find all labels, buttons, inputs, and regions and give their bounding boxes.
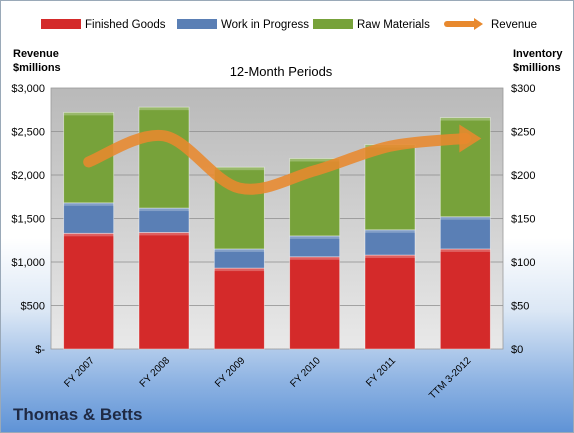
right-axis-tick-label: $250 bbox=[511, 127, 535, 139]
legend-swatch-arrow bbox=[474, 18, 483, 30]
chart-title: 12-Month Periods bbox=[230, 64, 333, 79]
bar-segment-highlight bbox=[440, 248, 491, 252]
left-axis-label-line1: Revenue bbox=[13, 48, 59, 60]
x-axis-tick-label: TTM 3-2012 bbox=[427, 355, 474, 402]
bar-segment bbox=[364, 144, 416, 231]
bar-segment bbox=[63, 202, 115, 234]
legend-swatch bbox=[177, 19, 217, 29]
x-axis-tick-label: FY 2011 bbox=[364, 355, 398, 389]
right-axis-tick-label: $100 bbox=[511, 257, 535, 269]
left-axis-tick-label: $- bbox=[35, 344, 45, 356]
legend: Finished Goods Work in Progress Raw Materi… bbox=[41, 18, 537, 31]
legend-swatch bbox=[41, 19, 81, 29]
bar-segment bbox=[289, 235, 341, 258]
company-name: Thomas & Betts bbox=[13, 405, 143, 424]
bar-segment bbox=[289, 256, 341, 350]
legend-label: Work in Progress bbox=[221, 19, 309, 31]
x-axis-tick-label: FY 2007 bbox=[62, 355, 97, 390]
bar-segment bbox=[213, 267, 265, 350]
left-axis-tick-label: $500 bbox=[21, 301, 45, 313]
x-axis-ticks: FY 2007 FY 2008 FY 2009 FY 2010 FY 2011 TTM 3… bbox=[62, 355, 473, 402]
right-axis-ticks: $0 $50 $100 $150 $200 $250 $300 bbox=[511, 83, 535, 356]
bar-segment bbox=[138, 232, 190, 350]
bar-segment bbox=[138, 106, 190, 209]
left-axis-tick-label: $2,500 bbox=[11, 127, 45, 139]
right-axis-label-line1: Inventory bbox=[513, 48, 563, 60]
revenue-line bbox=[83, 124, 482, 195]
bar-segment-highlight bbox=[139, 107, 189, 111]
left-axis-ticks: $- $500 $1,000 $1,500 $2,000 $2,500 $3,000 bbox=[11, 83, 45, 356]
legend-label: Finished Goods bbox=[85, 19, 166, 31]
legend-label: Revenue bbox=[491, 19, 537, 31]
bar-segment bbox=[63, 232, 115, 350]
bar-segment-highlight bbox=[63, 233, 114, 237]
bar-segment-highlight bbox=[63, 112, 114, 116]
bar-segment-highlight bbox=[289, 235, 340, 239]
right-axis-tick-label: $200 bbox=[511, 170, 535, 182]
bar-segment-highlight bbox=[365, 255, 415, 259]
bar-segment bbox=[364, 254, 416, 350]
right-axis-tick-label: $300 bbox=[511, 83, 535, 95]
x-axis-tick-label: FY 2010 bbox=[288, 355, 323, 390]
bar-segment-highlight bbox=[139, 232, 189, 236]
bar-segment bbox=[439, 216, 491, 250]
legend-swatch bbox=[313, 19, 353, 29]
bar-segment-highlight bbox=[214, 268, 265, 272]
bar-segment-highlight bbox=[440, 117, 491, 121]
bar-segment bbox=[364, 229, 416, 256]
right-axis-tick-label: $50 bbox=[511, 301, 529, 313]
bar-segment-highlight bbox=[365, 229, 415, 233]
left-axis-tick-label: $1,500 bbox=[11, 214, 45, 226]
bar-segment bbox=[138, 207, 190, 233]
left-axis-tick-label: $1,000 bbox=[11, 257, 45, 269]
right-axis-tick-label: $150 bbox=[511, 214, 535, 226]
revenue-line-path bbox=[83, 129, 471, 195]
bar-segment-highlight bbox=[139, 208, 189, 212]
x-axis-tick-label: FY 2008 bbox=[138, 355, 173, 390]
revenue-arrowhead bbox=[459, 124, 482, 153]
right-axis-tick-label: $0 bbox=[511, 344, 523, 356]
bar-segment-highlight bbox=[289, 158, 340, 162]
left-axis-label-line2: $millions bbox=[13, 62, 61, 74]
right-axis-label-line2: $millions bbox=[513, 62, 561, 74]
bar-segment-highlight bbox=[214, 167, 265, 171]
left-axis-tick-label: $2,000 bbox=[11, 170, 45, 182]
left-axis-tick-label: $3,000 bbox=[11, 83, 45, 95]
x-axis-tick-label: FY 2009 bbox=[213, 355, 248, 390]
bar-segment-highlight bbox=[289, 256, 340, 260]
bar-segment bbox=[439, 248, 491, 350]
legend-label: Raw Materials bbox=[357, 19, 430, 31]
bar-segment-highlight bbox=[214, 248, 265, 252]
gridlines bbox=[51, 131, 503, 306]
bar-segment-highlight bbox=[63, 202, 114, 206]
bar-segment-highlight bbox=[440, 216, 491, 220]
